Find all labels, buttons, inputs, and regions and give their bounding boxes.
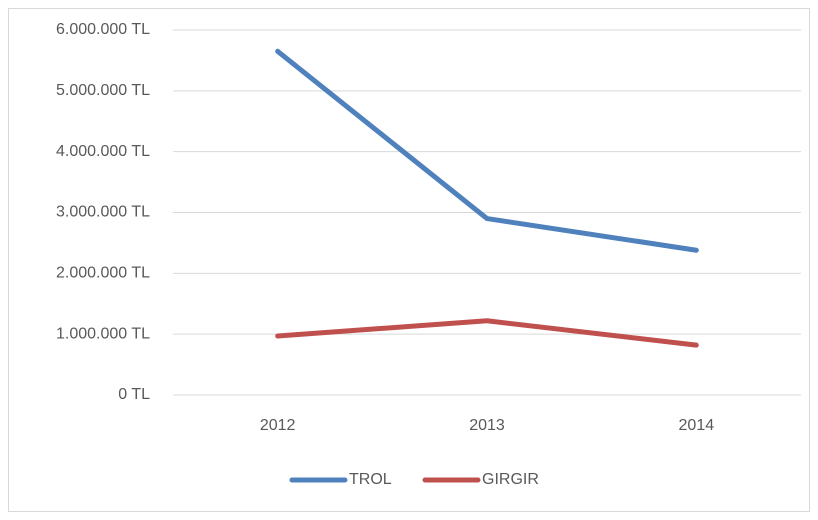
y-tick-label: 1.000.000 TL bbox=[56, 325, 150, 342]
legend-label: GIRGIR bbox=[482, 471, 539, 488]
x-tick-label: 2014 bbox=[679, 417, 715, 434]
chart-border bbox=[8, 8, 810, 512]
x-tick-label: 2013 bbox=[469, 417, 505, 434]
y-tick-label: 6.000.000 TL bbox=[56, 21, 150, 38]
x-tick-label: 2012 bbox=[260, 417, 296, 434]
y-tick-label: 4.000.000 TL bbox=[56, 143, 150, 160]
series-line bbox=[275, 318, 699, 348]
y-tick-label: 5.000.000 TL bbox=[56, 82, 150, 99]
legend-label: TROL bbox=[349, 471, 392, 488]
y-tick-label: 2.000.000 TL bbox=[56, 265, 150, 282]
y-tick-label: 3.000.000 TL bbox=[56, 204, 150, 221]
series-line bbox=[275, 48, 699, 253]
y-tick-label: 0 TL bbox=[118, 386, 150, 403]
